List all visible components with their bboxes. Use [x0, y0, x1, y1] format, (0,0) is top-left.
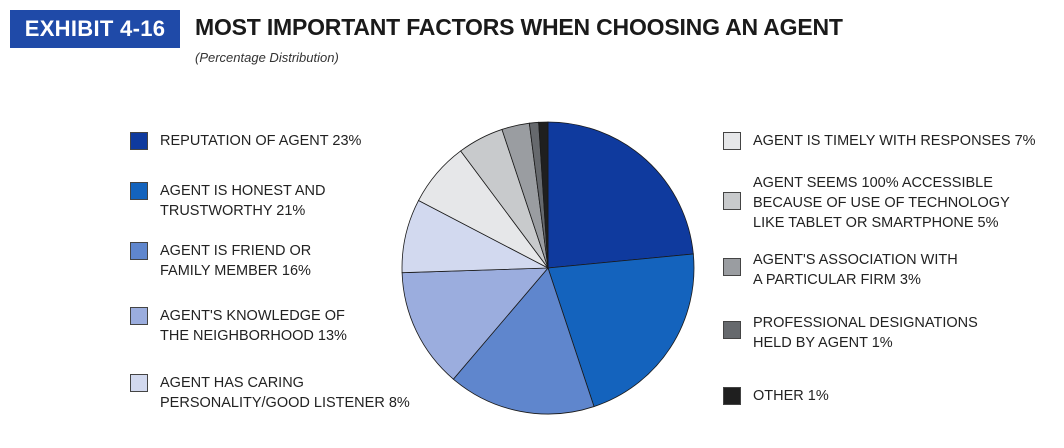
- legend-item-firm: AGENT'S ASSOCIATION WITH A PARTICULAR FI…: [723, 250, 958, 290]
- legend-item-neighborhood: AGENT'S KNOWLEDGE OF THE NEIGHBORHOOD 13…: [130, 306, 347, 346]
- legend-swatch: [723, 132, 741, 150]
- legend-item-timely: AGENT IS TIMELY WITH RESPONSES 7%: [723, 131, 1036, 151]
- legend-label: OTHER 1%: [753, 388, 829, 404]
- legend-swatch: [723, 258, 741, 276]
- legend-label: AGENT'S KNOWLEDGE OF THE NEIGHBORHOOD 13…: [160, 308, 347, 344]
- chart-title: MOST IMPORTANT FACTORS WHEN CHOOSING AN …: [195, 14, 843, 40]
- legend-label: AGENT SEEMS 100% ACCESSIBLE BECAUSE OF U…: [753, 175, 1010, 231]
- legend-swatch: [723, 387, 741, 405]
- legend-swatch: [130, 132, 148, 150]
- chart-subtitle: (Percentage Distribution): [195, 50, 339, 65]
- legend-swatch: [130, 374, 148, 392]
- legend-label: REPUTATION OF AGENT 23%: [160, 133, 362, 149]
- pie-slice: [547, 253, 695, 408]
- legend-item-other: OTHER 1%: [723, 386, 829, 406]
- legend-label: AGENT IS TIMELY WITH RESPONSES 7%: [753, 133, 1036, 149]
- legend-swatch: [130, 182, 148, 200]
- exhibit-number: EXHIBIT 4-16: [10, 10, 180, 48]
- legend-item-reputation: REPUTATION OF AGENT 23%: [130, 131, 361, 151]
- legend-label: AGENT IS FRIEND OR FAMILY MEMBER 16%: [160, 243, 312, 279]
- legend-item-honest: AGENT IS HONEST AND TRUSTWORTHY 21%: [130, 181, 325, 221]
- legend-swatch: [130, 307, 148, 325]
- pie-slice: [452, 267, 595, 415]
- legend-item-designations: PROFESSIONAL DESIGNATIONS HELD BY AGENT …: [723, 313, 978, 353]
- pie-slice: [547, 121, 694, 269]
- legend-label: AGENT HAS CARING PERSONALITY/GOOD LISTEN…: [160, 375, 410, 411]
- legend-label: AGENT IS HONEST AND TRUSTWORTHY 21%: [160, 183, 326, 219]
- legend-label: PROFESSIONAL DESIGNATIONS HELD BY AGENT …: [753, 315, 978, 351]
- pie-slice: [538, 121, 549, 269]
- legend-swatch: [723, 321, 741, 339]
- legend-label: AGENT'S ASSOCIATION WITH A PARTICULAR FI…: [753, 252, 958, 288]
- legend-item-accessible: AGENT SEEMS 100% ACCESSIBLE BECAUSE OF U…: [723, 173, 1010, 233]
- legend-swatch: [130, 242, 148, 260]
- pie-chart: [401, 121, 695, 415]
- legend-item-caring: AGENT HAS CARING PERSONALITY/GOOD LISTEN…: [130, 373, 410, 413]
- pie-slice: [401, 267, 549, 380]
- legend-item-friend: AGENT IS FRIEND OR FAMILY MEMBER 16%: [130, 241, 311, 281]
- legend-swatch: [723, 192, 741, 210]
